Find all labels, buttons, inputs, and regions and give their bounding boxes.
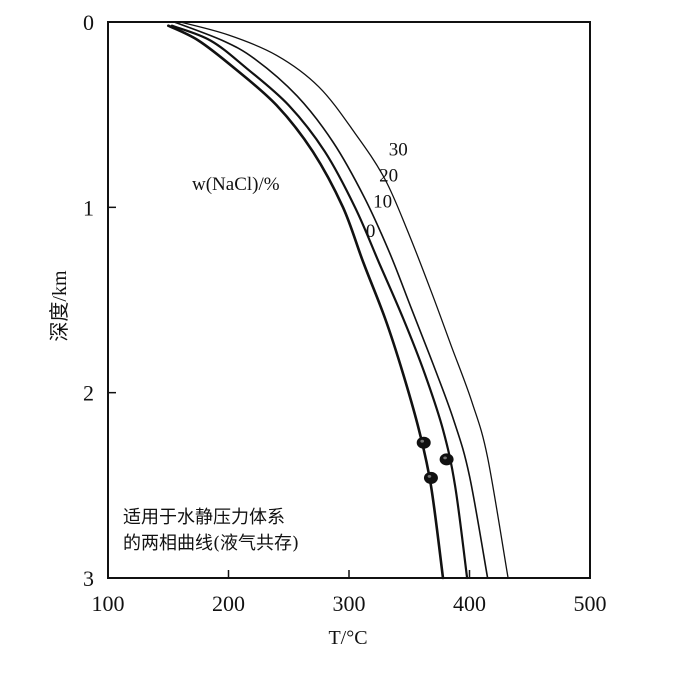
annotation-line-1: 适用于水静压力体系 <box>123 507 285 528</box>
legend-title: w(NaCl)/% <box>192 174 280 195</box>
x-axis-title: T/°C <box>328 627 367 649</box>
series-line-0 <box>167 24 445 580</box>
series-label-0: 0 <box>366 221 376 242</box>
x-tick-label: 100 <box>92 591 125 616</box>
x-tick-label: 200 <box>212 591 245 616</box>
y-tick-label: 0 <box>83 10 94 35</box>
sample-point-highlight <box>443 456 447 460</box>
series-label-30: 30 <box>389 139 408 160</box>
y-axis-title: 深度/km <box>48 270 71 342</box>
series-label-10: 10 <box>373 191 392 212</box>
series-line-20 <box>173 21 489 579</box>
y-tick-label: 2 <box>83 381 94 406</box>
sample-point <box>423 471 438 484</box>
label-group: 0 10 20 30 <box>366 139 408 242</box>
series-line-30 <box>179 21 509 579</box>
series-label-20: 20 <box>379 165 398 186</box>
sample-point <box>439 453 454 466</box>
series-line-10 <box>170 24 469 580</box>
annotation-line-2: 的两相曲线(液气共存) <box>123 533 299 554</box>
x-tick-label: 500 <box>574 591 607 616</box>
plot-border <box>107 21 591 579</box>
y-tick-label: 1 <box>83 195 94 220</box>
x-tick-label: 300 <box>333 591 366 616</box>
sample-point-highlight <box>427 475 432 478</box>
x-tick-label: 400 <box>453 591 486 616</box>
sample-point-group <box>416 436 454 484</box>
y-tick-label: 3 <box>83 566 94 591</box>
sample-point <box>416 436 431 449</box>
sample-point-highlight <box>420 439 425 443</box>
curve-group <box>167 21 509 580</box>
